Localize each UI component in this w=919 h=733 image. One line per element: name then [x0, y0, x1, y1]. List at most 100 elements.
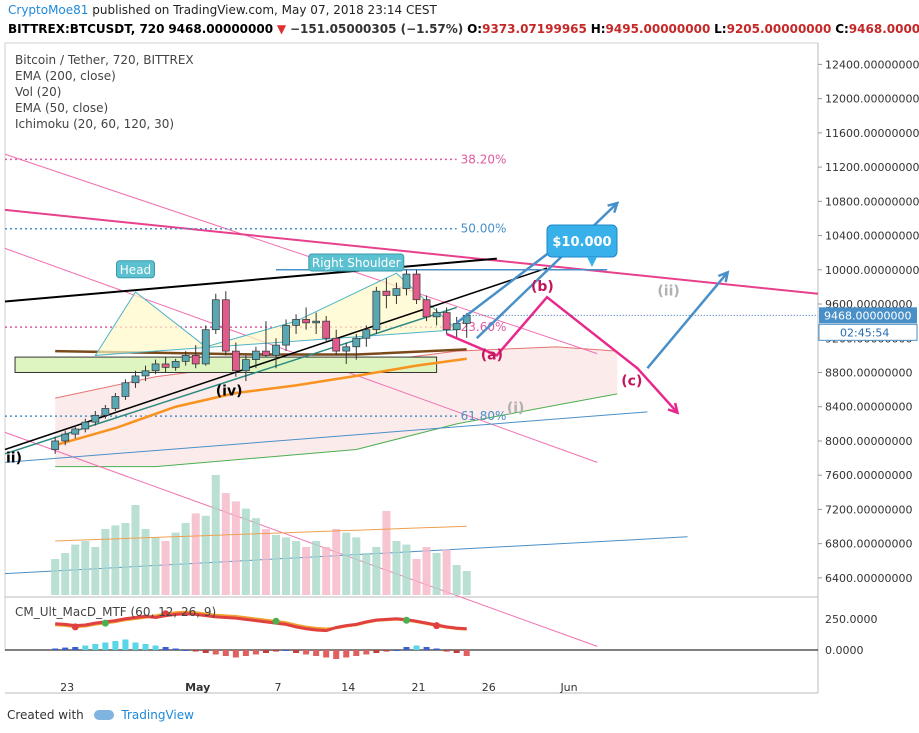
- last-price-tag: [819, 307, 917, 324]
- change-value: −151.05000305 (−1.57%): [289, 22, 464, 36]
- candle-up: [151, 363, 160, 372]
- candle-up: [432, 312, 441, 318]
- macd-histogram-bar: [122, 639, 129, 650]
- macd-histogram-bar: [62, 647, 69, 650]
- legend-item[interactable]: EMA (200, close): [15, 69, 116, 83]
- candle-down: [322, 320, 331, 339]
- footer: Created with TradingView: [7, 708, 194, 722]
- macd-histogram-bar: [102, 642, 109, 650]
- candle-up: [372, 290, 381, 331]
- macd-histogram-bar: [262, 650, 269, 653]
- y-tick-label: 10800.00000000: [825, 195, 919, 208]
- volume-bar: [251, 518, 260, 595]
- wave-label-i: (i): [507, 401, 525, 417]
- projection-arrow-blue-2-head: [607, 201, 620, 213]
- volume-bar: [61, 553, 70, 595]
- volume-bar: [71, 544, 80, 595]
- macd-histogram-bar: [272, 650, 280, 652]
- candle-down: [191, 355, 200, 365]
- volume-bar: [302, 547, 311, 595]
- projection-arrow-blue-3-head: [717, 270, 730, 283]
- macd-histogram-bar: [222, 650, 229, 656]
- candle-up: [242, 359, 250, 372]
- candle-up: [141, 370, 150, 377]
- channel-lower-line: [4, 431, 598, 647]
- target-bubble-tail: [587, 257, 597, 267]
- macd-histogram-bar: [202, 650, 209, 653]
- volume-bar: [171, 532, 180, 595]
- countdown-label: 02:45:54: [840, 326, 889, 339]
- volume-bar: [342, 532, 351, 595]
- legend-item[interactable]: Ichimoku (20, 60, 120, 30): [15, 117, 175, 131]
- volume-bar: [241, 508, 250, 595]
- macd-cross-dot: [71, 623, 79, 631]
- candle-down: [231, 350, 240, 372]
- volume-bar: [151, 537, 160, 595]
- candle-up: [131, 375, 140, 384]
- legend-item[interactable]: Vol (20): [15, 85, 62, 99]
- x-tick-label: 26: [482, 681, 496, 694]
- macd-histogram-bar: [333, 650, 340, 659]
- wave-label-c: (c): [621, 373, 642, 389]
- rising-support-line: [4, 306, 457, 455]
- volume-bar: [101, 529, 110, 595]
- x-tick-label: 14: [341, 681, 355, 694]
- target-bubble: [546, 224, 618, 258]
- macd-histogram-bar: [172, 648, 179, 650]
- candle-up: [292, 319, 300, 326]
- close-value: 9468.00000000: [848, 22, 919, 36]
- candle-up: [91, 414, 100, 423]
- y-tick-label: 6800.00000000: [825, 538, 912, 551]
- macd-histogram-bar: [52, 648, 59, 650]
- y-tick-label: 10400.00000000: [825, 230, 919, 243]
- volume-bar: [422, 547, 431, 595]
- volume-bar: [201, 515, 210, 595]
- volume-bar: [292, 541, 301, 595]
- projection-arrow-pink-head: [667, 402, 680, 415]
- candle-up: [211, 299, 220, 331]
- macd-histogram-bar: [313, 650, 320, 656]
- macd-histogram-bar: [142, 644, 149, 650]
- volume-bar: [191, 513, 200, 595]
- candle-up: [352, 337, 361, 348]
- chart-legend: Bitcoin / Tether, 720, BITTREX EMA (200,…: [15, 53, 194, 131]
- macd-histogram-bar: [383, 650, 390, 652]
- macd-histogram-bar: [323, 650, 330, 658]
- macd-histogram-bar: [82, 645, 89, 650]
- candle-up: [452, 323, 461, 331]
- tradingview-link[interactable]: TradingView: [121, 708, 194, 722]
- volume-bar: [282, 537, 291, 595]
- wave-label-b: (b): [531, 279, 554, 295]
- volume-bar: [382, 511, 391, 595]
- author-link[interactable]: CryptoMoe81: [8, 3, 89, 17]
- macd-cross-dot: [433, 622, 441, 630]
- open-value: 9373.07199965: [482, 22, 587, 36]
- macd-histogram-bar: [433, 648, 440, 650]
- wave-label-iv: (iv): [216, 384, 243, 400]
- candle-down: [332, 337, 341, 352]
- macd-histogram-bar: [132, 642, 139, 650]
- fib-level-label: 61.80%: [461, 409, 507, 423]
- candle-down: [221, 299, 230, 352]
- y-tick-label: 11600.00000000: [825, 127, 919, 140]
- neckline-upper: [4, 257, 497, 303]
- macd-histogram-bar: [242, 650, 249, 656]
- volume-bar: [51, 559, 60, 595]
- projection-arrow-blue-3: [646, 271, 729, 370]
- published-text: published on TradingView.com, May 07, 20…: [92, 3, 437, 17]
- created-with-text: Created with: [7, 708, 84, 722]
- volume-bar: [81, 541, 90, 595]
- macd-histogram-bar: [72, 647, 79, 650]
- volume-bar: [231, 501, 240, 595]
- candle-up: [392, 288, 401, 296]
- macd-histogram-bar: [303, 650, 310, 655]
- volume-bar: [161, 541, 170, 595]
- macd-y-tick-label: 0.0000: [825, 644, 864, 657]
- candle-up: [51, 440, 60, 450]
- macd-histogram-bar: [283, 650, 290, 651]
- volume-ma-line: [55, 525, 467, 542]
- legend-item[interactable]: EMA (50, close): [15, 101, 109, 115]
- support-zone: [14, 356, 438, 373]
- volume-bar: [261, 529, 270, 595]
